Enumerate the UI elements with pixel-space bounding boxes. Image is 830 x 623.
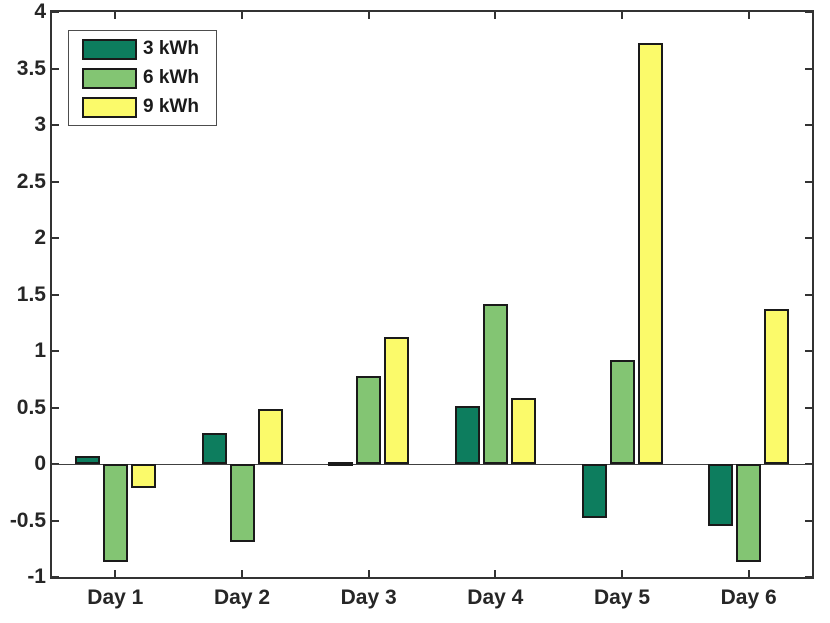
y-axis-tick-label: 0.5 — [16, 395, 46, 419]
x-axis-tick-mark — [621, 570, 623, 577]
bar-3-kwh-5 — [581, 464, 607, 519]
y-axis-tick-mark-right — [805, 293, 812, 296]
legend-label: 3 kWh — [143, 38, 199, 59]
x-axis-tick-label: Day 3 — [340, 586, 397, 609]
y-axis-tick-mark-right — [805, 237, 812, 239]
bar-6-kwh-6 — [736, 464, 762, 563]
legend-swatch — [82, 67, 137, 89]
x-axis-tick-mark-top — [747, 12, 750, 19]
bar-6-kwh-3 — [356, 375, 382, 464]
y-axis-tick-mark-right — [805, 350, 812, 352]
bar-6-kwh-2 — [229, 464, 255, 542]
legend-swatch — [82, 96, 137, 118]
bar-9-kwh-5 — [637, 42, 663, 464]
x-axis-tick-mark-top — [621, 12, 623, 19]
y-axis-tick-mark-right — [805, 124, 812, 126]
x-axis-tick-label: Day 2 — [213, 586, 271, 609]
y-axis-tick-mark — [52, 519, 59, 522]
bar-3-kwh-4 — [454, 406, 480, 464]
bar-3-kwh-2 — [201, 433, 227, 464]
y-axis-tick-mark — [52, 11, 59, 13]
x-axis-tick-mark — [494, 570, 497, 577]
y-axis-tick-mark — [52, 293, 59, 296]
y-axis-tick-label: 1.5 — [16, 282, 46, 306]
bar-9-kwh-2 — [257, 408, 283, 464]
bar-9-kwh-4 — [510, 398, 536, 464]
bar-6-kwh-5 — [609, 360, 635, 464]
zero-baseline — [52, 464, 812, 465]
x-axis-tick-label: Day 5 — [593, 586, 651, 609]
y-axis-tick-label: 3 — [34, 113, 46, 136]
y-axis-tick-mark — [52, 124, 59, 126]
y-axis-tick-mark — [52, 67, 59, 70]
x-axis-tick-label: Day 4 — [467, 586, 524, 609]
y-axis-tick-mark — [52, 406, 59, 409]
legend-item: 9 kWh — [69, 96, 216, 118]
legend: 3 kWh 6 kWh 9 kWh — [68, 30, 217, 126]
y-axis-tick-mark-right — [805, 67, 812, 70]
bar-9-kwh-6 — [764, 309, 790, 464]
x-axis-tick-mark-top — [494, 12, 497, 19]
y-axis-tick-label: 4 — [34, 0, 46, 23]
bar-9-kwh-3 — [384, 337, 410, 464]
y-axis-tick-mark-right — [805, 406, 812, 409]
y-axis-tick-mark — [52, 180, 59, 183]
legend-label: 9 kWh — [143, 96, 199, 117]
bar-6-kwh-4 — [482, 303, 508, 464]
x-axis-tick-mark — [114, 570, 117, 577]
y-axis-tick-mark — [52, 237, 59, 239]
y-axis-tick-label: 1 — [34, 339, 46, 362]
y-axis-tick-mark-right — [805, 576, 812, 578]
x-axis-tick-mark — [747, 570, 750, 577]
x-axis-tick-mark-top — [241, 12, 243, 19]
x-axis-tick-mark-top — [367, 12, 370, 19]
x-axis-tick-mark — [367, 570, 370, 577]
y-axis-tick-label: 3.5 — [16, 56, 46, 80]
y-axis-tick-mark-right — [805, 11, 812, 13]
bar-3-kwh-6 — [708, 464, 734, 527]
x-axis-tick-mark — [241, 570, 243, 577]
y-axis-tick-mark-right — [805, 180, 812, 183]
y-axis-tick-label: 0 — [34, 452, 46, 475]
x-axis-tick-label: Day 1 — [87, 586, 144, 609]
bar-3-kwh-1 — [74, 456, 100, 464]
y-axis-tick-mark — [52, 350, 59, 352]
plot-area: 3 kWh 6 kWh 9 kWh — [50, 10, 814, 579]
bar-6-kwh-1 — [102, 464, 128, 563]
legend-item: 3 kWh — [69, 38, 216, 60]
bar-9-kwh-1 — [130, 464, 156, 488]
legend-label: 6 kWh — [143, 67, 199, 88]
y-axis-tick-label: 2.5 — [16, 169, 46, 193]
legend-swatch — [82, 38, 137, 60]
x-axis-tick-label: Day 6 — [720, 586, 777, 609]
y-axis-tick-label: -0.5 — [9, 508, 46, 532]
bar-3-kwh-3 — [328, 461, 354, 466]
y-axis-tick-label: 2 — [34, 226, 46, 249]
x-axis-tick-mark-top — [114, 12, 117, 19]
y-axis-tick-mark-right — [805, 519, 812, 522]
legend-item: 6 kWh — [69, 67, 216, 89]
y-axis-tick-mark — [52, 576, 59, 578]
y-axis-tick-label: -1 — [27, 565, 46, 588]
